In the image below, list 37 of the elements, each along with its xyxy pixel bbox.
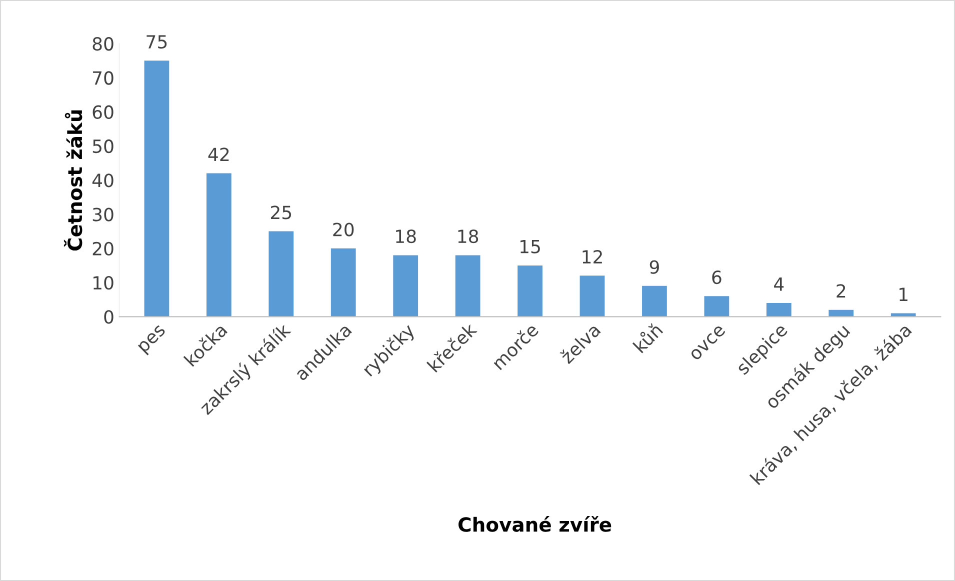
bar bbox=[766, 302, 792, 317]
y-tick-label: 70 bbox=[93, 71, 114, 85]
bar bbox=[144, 60, 170, 317]
bar bbox=[330, 248, 356, 317]
y-tick-label: 50 bbox=[92, 139, 114, 154]
data-label: 4 bbox=[774, 278, 784, 291]
x-tick-label: kůň bbox=[631, 321, 664, 354]
y-tick-label: 60 bbox=[92, 105, 114, 119]
y-tick-label: 30 bbox=[92, 208, 114, 222]
bar bbox=[704, 296, 730, 317]
data-label: 75 bbox=[146, 35, 167, 49]
data-label: 9 bbox=[650, 260, 659, 274]
data-label: 18 bbox=[458, 230, 478, 244]
data-label: 25 bbox=[270, 206, 292, 220]
data-label: 15 bbox=[520, 240, 540, 254]
bar bbox=[642, 286, 667, 317]
x-tick-label: pes bbox=[138, 324, 168, 356]
data-label: 18 bbox=[396, 230, 416, 244]
y-tick-label: 0 bbox=[104, 310, 114, 324]
data-label: 20 bbox=[333, 222, 354, 236]
y-axis-title: Četnost žáků bbox=[64, 110, 82, 251]
data-label: 12 bbox=[582, 250, 602, 264]
y-tick-label: 20 bbox=[92, 242, 114, 256]
x-axis-title: Chované zvíře bbox=[458, 516, 612, 532]
data-label: 2 bbox=[836, 284, 846, 298]
y-tick-label: 10 bbox=[94, 276, 114, 290]
data-label: 1 bbox=[900, 288, 908, 301]
bar bbox=[580, 276, 605, 317]
bar bbox=[455, 255, 480, 317]
bar bbox=[268, 231, 294, 317]
y-tick-label: 40 bbox=[92, 174, 114, 188]
bar bbox=[393, 255, 418, 317]
bar bbox=[518, 265, 542, 317]
data-label: 6 bbox=[712, 270, 722, 284]
data-label: 42 bbox=[208, 148, 229, 161]
bar bbox=[206, 173, 232, 317]
y-tick-label: 80 bbox=[92, 37, 114, 51]
